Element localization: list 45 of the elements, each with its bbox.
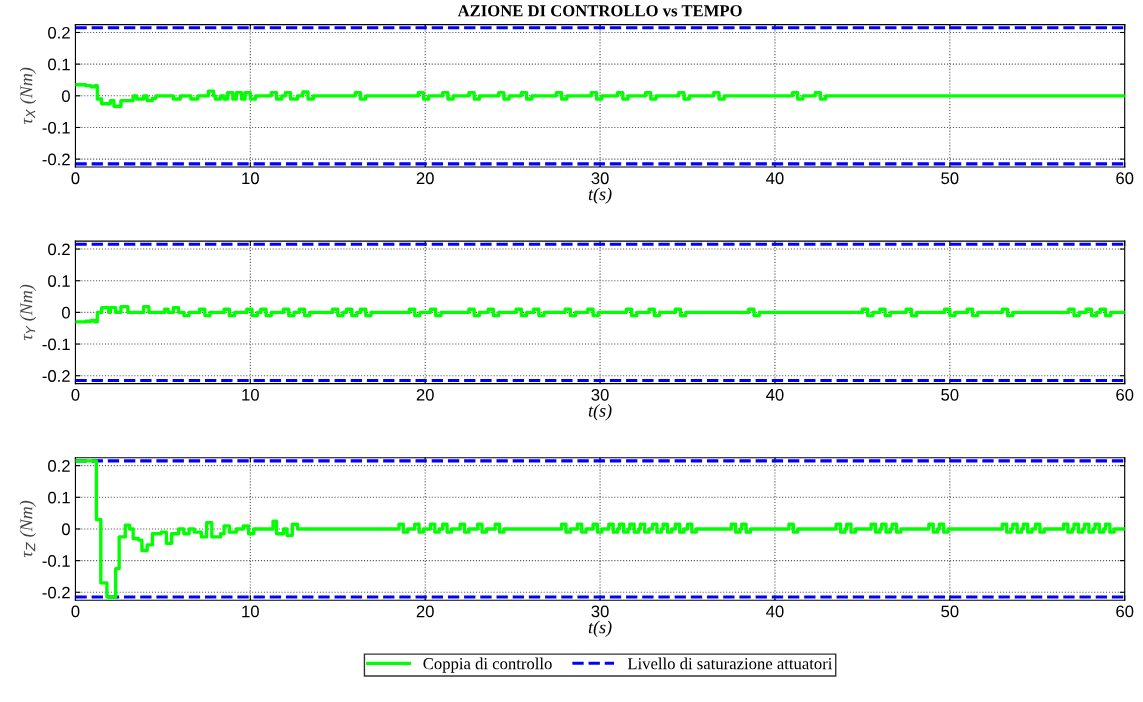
y-tick-label: 0.2 (48, 243, 70, 256)
x-tick-label: 60 (1116, 172, 1134, 185)
x-axis-title: t(s) (588, 404, 612, 421)
y-tick-label: -0.2 (42, 370, 70, 382)
x-tick-label: 50 (941, 172, 959, 185)
y-tick-label: 0 (61, 306, 70, 319)
x-tick-label: 0 (71, 388, 80, 401)
y-tick-label: 0.2 (48, 460, 70, 472)
x-tick-label: 40 (766, 388, 784, 401)
y-tick-label: 0.2 (48, 26, 70, 39)
x-tick-label: 40 (766, 172, 784, 185)
x-tick-label: 20 (416, 172, 434, 185)
y-tick-label: 0 (61, 90, 70, 103)
x-tick-label: 0 (71, 172, 80, 185)
y-axis-title: τ$_{Y}$ (Nm) (19, 284, 37, 341)
x-tick-label: 50 (941, 388, 959, 401)
x-axis-title: t(s) (588, 620, 612, 637)
y-tick-label: 0.1 (48, 275, 70, 287)
x-tick-label: 20 (416, 605, 434, 618)
chart-title: AZIONE DI CONTROLLO vs TEMPO (457, 5, 742, 17)
x-tick-label: 0 (71, 605, 80, 618)
x-tick-label: 30 (591, 388, 609, 401)
y-tick-label: -0.1 (42, 338, 70, 351)
legend-label: Coppia di controllo (423, 657, 552, 673)
y-tick-label: 0 (61, 523, 70, 536)
y-tick-label: 0.1 (48, 491, 70, 504)
x-tick-label: 30 (591, 172, 609, 185)
x-tick-label: 40 (766, 605, 784, 618)
legend-label: Livello di saturazione attuatori (627, 657, 833, 670)
x-tick-label: 10 (242, 172, 259, 185)
x-tick-label: 10 (242, 605, 259, 618)
x-tick-label: 60 (1116, 388, 1134, 401)
y-tick-label: -0.2 (42, 153, 70, 166)
y-tick-label: 0.1 (48, 58, 70, 71)
x-axis-title: t(s) (588, 187, 612, 204)
y-tick-label: -0.2 (42, 586, 70, 599)
y-tick-label: -0.1 (42, 555, 70, 567)
x-tick-label: 50 (941, 605, 959, 618)
x-tick-label: 30 (591, 605, 609, 618)
y-axis-title: τ$_{Z}$ (Nm) (19, 500, 37, 558)
x-tick-label: 20 (416, 388, 434, 401)
x-tick-label: 10 (242, 388, 259, 401)
y-tick-label: -0.1 (42, 121, 70, 134)
x-tick-label: 60 (1116, 605, 1134, 618)
y-axis-title: τ$_{X}$ (Nm) (19, 67, 37, 125)
